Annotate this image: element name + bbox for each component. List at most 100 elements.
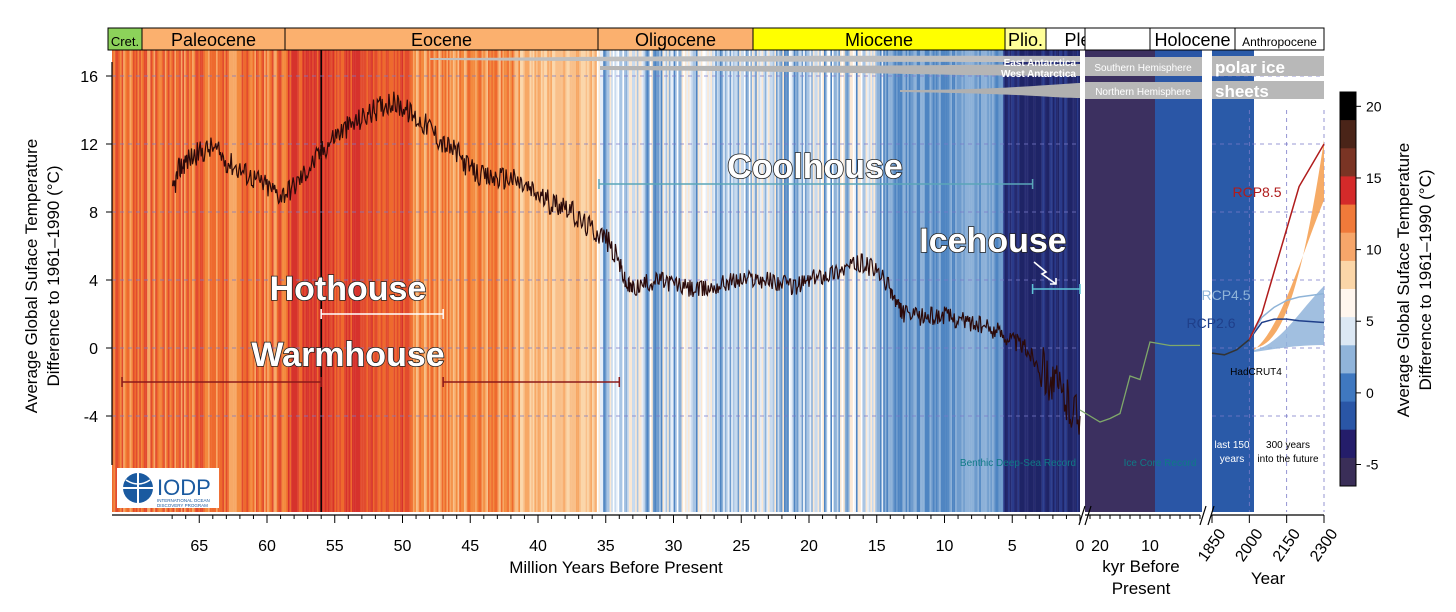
stripe	[438, 50, 441, 512]
epoch-box	[1234, 27, 1325, 51]
stripe	[905, 50, 908, 512]
stripe	[472, 50, 474, 512]
stripe	[520, 50, 522, 512]
stripe	[371, 50, 373, 512]
temperature-series	[171, 91, 1325, 435]
stripe	[297, 50, 300, 512]
x-axis-label-year: Year	[1251, 569, 1286, 588]
stripe	[140, 50, 143, 512]
stripe	[443, 50, 445, 512]
stripe	[315, 50, 317, 512]
epoch-label: Paleocene	[171, 30, 256, 50]
stripe	[844, 50, 847, 512]
stripe	[776, 50, 778, 512]
stripe	[1003, 50, 1005, 512]
stripe	[292, 50, 295, 512]
stripe	[497, 50, 500, 512]
stripe	[772, 50, 775, 512]
stripe	[577, 50, 580, 512]
stripe	[596, 50, 599, 512]
years-panel-background-future	[1254, 50, 1324, 512]
last150-label-2: years	[1220, 454, 1244, 465]
stripe	[113, 50, 116, 512]
stripe	[464, 50, 466, 512]
stripe	[134, 50, 137, 512]
stripe	[265, 50, 268, 512]
stripe	[740, 50, 743, 512]
stripe	[449, 50, 452, 512]
stripe	[214, 50, 217, 512]
stripe	[400, 50, 402, 512]
stripe	[608, 50, 610, 512]
stripe	[1001, 50, 1004, 512]
stripe	[860, 50, 863, 512]
y-tick-label: 16	[80, 69, 98, 86]
stripe	[961, 50, 964, 512]
epoch-label: Plio.	[1008, 30, 1043, 50]
stripe	[817, 50, 820, 512]
stripe	[256, 50, 258, 512]
stripe	[374, 50, 377, 512]
stripe	[478, 50, 481, 512]
stripe	[870, 50, 873, 512]
stripe	[180, 50, 183, 512]
stripe	[340, 50, 343, 512]
stripe	[358, 50, 361, 512]
stripe	[681, 50, 684, 512]
stripe	[536, 50, 538, 512]
stripe	[288, 50, 290, 512]
stripe	[931, 50, 933, 512]
stripe	[244, 50, 247, 512]
x-tick-label: 5	[1008, 538, 1017, 555]
stripe	[188, 50, 191, 512]
stripe	[993, 50, 996, 512]
stripe	[348, 50, 351, 512]
warmhouse-label: Warmhouse	[251, 336, 444, 374]
stripe	[676, 50, 679, 512]
stripe	[1038, 50, 1041, 512]
stripe	[852, 50, 855, 512]
stripe	[412, 50, 415, 512]
stripe	[243, 50, 245, 512]
stripe	[153, 50, 156, 512]
stripe	[563, 50, 565, 512]
stripe	[380, 50, 383, 512]
stripe	[660, 50, 663, 512]
stripe	[587, 50, 589, 512]
stripe	[515, 50, 517, 512]
y-tick-label: 4	[89, 273, 98, 290]
stripe	[406, 50, 409, 512]
stripe	[332, 50, 335, 512]
stripe	[137, 50, 140, 512]
stripe	[747, 50, 749, 512]
stripe	[262, 50, 265, 512]
stripe	[1019, 50, 1021, 512]
stripe	[337, 50, 340, 512]
stripe	[473, 50, 476, 512]
stripe	[342, 50, 345, 512]
stripe	[169, 50, 172, 512]
benthic-record-label: Benthic Deep-Sea Record	[960, 458, 1076, 469]
stripe	[204, 50, 207, 512]
stripe	[208, 50, 210, 512]
colorbar-swatch	[1340, 260, 1356, 290]
stripe	[561, 50, 564, 512]
stripe	[705, 50, 708, 512]
stripe	[121, 50, 124, 512]
ice-sheet-wedges	[430, 55, 1324, 99]
stripe	[545, 50, 548, 512]
stripe	[969, 50, 972, 512]
stripe	[321, 50, 324, 512]
stripe	[254, 50, 257, 512]
stripe	[190, 50, 193, 512]
hadcrut-label: HadCRUT4	[1230, 367, 1282, 378]
stripe	[816, 50, 818, 512]
stripe	[846, 50, 849, 512]
x-tick-label-year: 2300	[1307, 526, 1341, 565]
stripe	[516, 50, 519, 512]
stripe	[953, 50, 956, 512]
stripe	[409, 50, 412, 512]
stripe	[200, 50, 202, 512]
colorbar: 20 15 10 5 0 -5	[1339, 91, 1382, 487]
